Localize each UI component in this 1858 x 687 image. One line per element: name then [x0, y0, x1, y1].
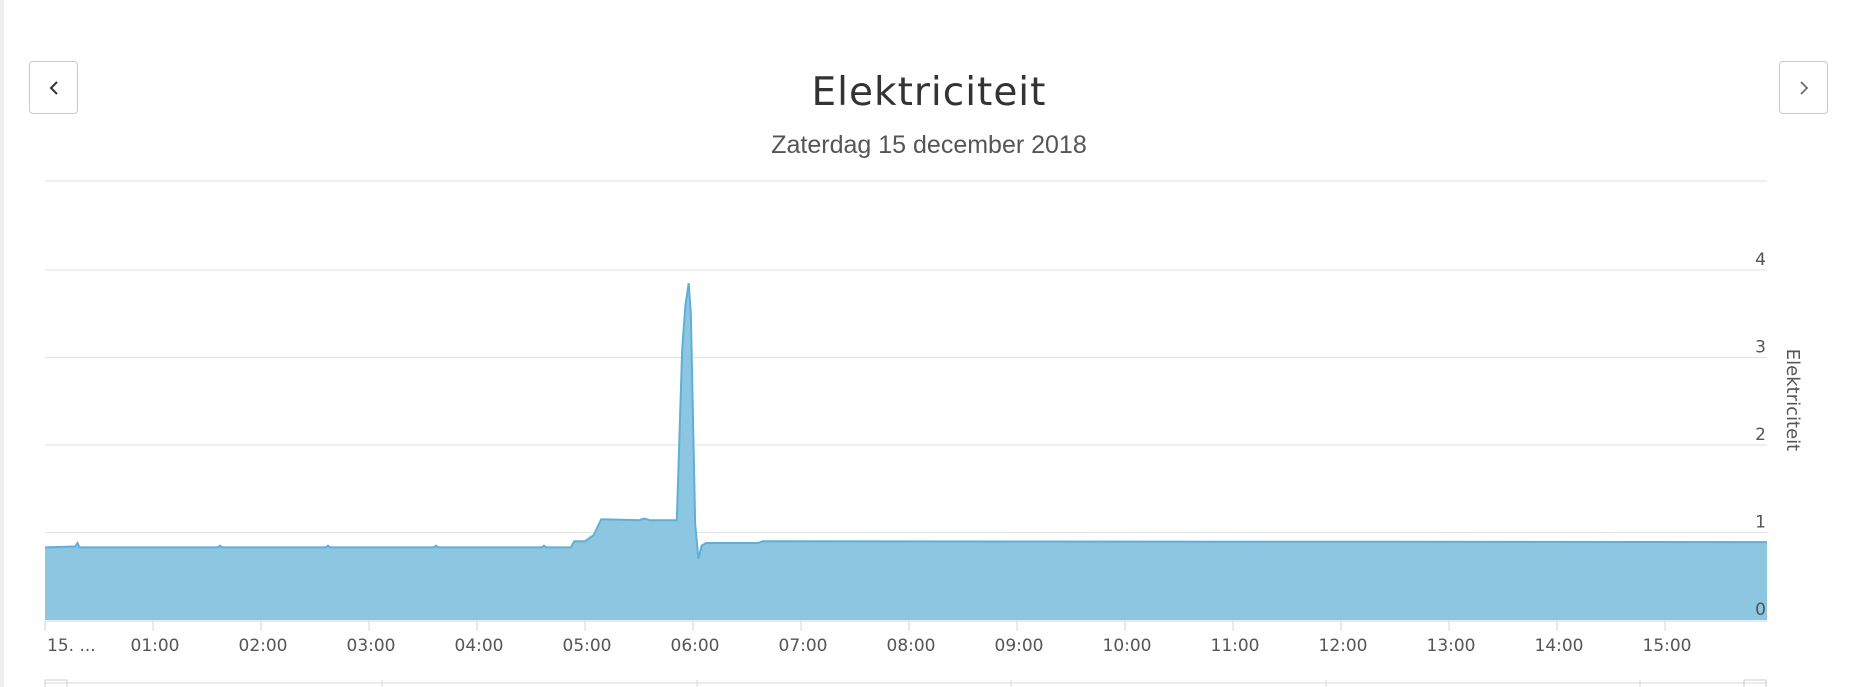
y-axis-labels: 0 1 2 3 4 — [1755, 250, 1766, 620]
chevron-left-icon — [49, 80, 58, 95]
chevron-right-icon — [1799, 80, 1808, 95]
y-axis-title: Elektriciteit — [1782, 349, 1803, 451]
y-tick-label-2: 2 — [1755, 425, 1766, 445]
x-tick-label: 11:00 — [1211, 636, 1260, 656]
x-tick-label: 09:00 — [995, 636, 1044, 656]
navigator-strip — [44, 679, 1767, 687]
x-tick-label: 08:00 — [887, 636, 936, 656]
x-tick-label: 01:00 — [131, 636, 180, 656]
x-tick-label: 03:00 — [347, 636, 396, 656]
y-tick-label-1: 1 — [1755, 513, 1766, 533]
x-tick-label: 14:00 — [1535, 636, 1584, 656]
x-tick-label: 13:00 — [1427, 636, 1476, 656]
y-tick-label-0: 0 — [1755, 600, 1766, 620]
series-area — [44, 282, 1768, 620]
x-tick-label: 05:00 — [563, 636, 612, 656]
series-area-fill-0 — [45, 283, 1767, 620]
navigator-handle-right[interactable] — [1743, 679, 1767, 687]
x-tick-label: 04:00 — [455, 636, 504, 656]
x-tick-label: 10:00 — [1103, 636, 1152, 656]
y-tick-label-3: 3 — [1755, 338, 1766, 358]
chart-title: Elektriciteit — [811, 70, 1047, 115]
left-edge-strip — [0, 0, 4, 687]
x-tick-label: 02:00 — [239, 636, 288, 656]
x-tick-label: 06:00 — [671, 636, 720, 656]
x-axis-labels: 15. ... 01:00 02:00 03:00 04:00 05:00 06:00 07:… — [44, 621, 1692, 656]
grid-lines — [45, 180, 1767, 622]
next-day-button[interactable] — [1779, 61, 1828, 114]
x-tick-label: 07:00 — [779, 636, 828, 656]
previous-day-button[interactable] — [29, 61, 78, 114]
x-tick-label: 15. ... — [47, 636, 96, 656]
series-line-0 — [44, 282, 1768, 559]
x-tick-label: 12:00 — [1319, 636, 1368, 656]
y-tick-label-4: 4 — [1755, 250, 1766, 270]
navigator-handle-left[interactable] — [44, 679, 68, 687]
chart-subtitle: Zaterdag 15 december 2018 — [771, 131, 1087, 159]
x-tick-label: 15:00 — [1643, 636, 1692, 656]
